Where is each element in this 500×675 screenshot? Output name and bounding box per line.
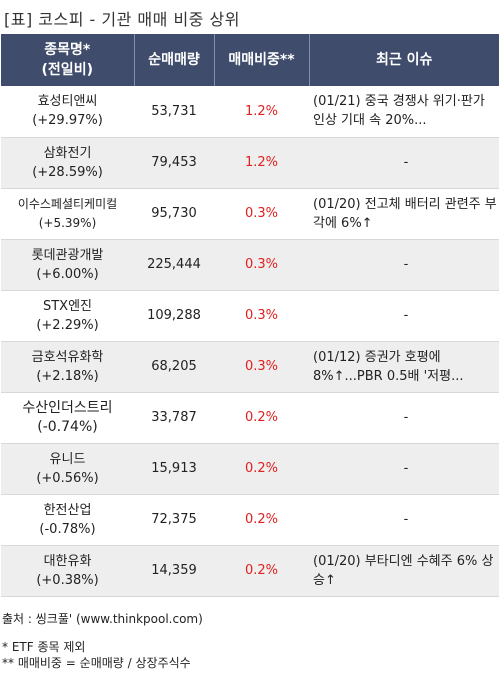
net-volume: 225,444 <box>134 239 214 291</box>
table-row: 수산인더스트리 (-0.74%) 33,787 0.2% - <box>1 392 499 444</box>
net-volume: 53,731 <box>134 86 214 138</box>
net-volume: 72,375 <box>134 494 214 546</box>
trade-ratio: 0.2% <box>214 545 309 597</box>
trade-ratio: 0.2% <box>214 443 309 495</box>
recent-issue: - <box>309 443 499 495</box>
header-name-line1: 종목명* <box>44 42 91 58</box>
stock-change: (-0.78%) <box>39 521 96 537</box>
stock-change: (+0.56%) <box>36 470 99 486</box>
stock-name-cell: 유니드 (+0.56%) <box>1 443 134 495</box>
trade-ratio: 0.3% <box>214 188 309 240</box>
net-volume: 15,913 <box>134 443 214 495</box>
table-row: 한전산업 (-0.78%) 72,375 0.2% - <box>1 494 499 546</box>
stock-change: (+28.59%) <box>32 164 103 180</box>
institution-trading-table: 종목명* (전일비) 순매매량 매매비중** 최근 이슈 효성티앤씨 (+29.9… <box>1 34 499 597</box>
stock-name: 효성티앤씨 <box>37 94 98 110</box>
trade-ratio: 1.2% <box>214 86 309 138</box>
net-volume: 79,453 <box>134 137 214 189</box>
stock-name: 삼화전기 <box>43 145 92 161</box>
recent-issue: (01/21) 중국 경쟁사 위기·판가 인상 기대 속 20%... <box>309 86 499 138</box>
stock-change: (+0.38%) <box>36 572 99 588</box>
net-volume: 14,359 <box>134 545 214 597</box>
table-row: 효성티앤씨 (+29.97%) 53,731 1.2% (01/21) 중국 경쟁사 위… <box>1 86 499 138</box>
recent-issue: - <box>309 392 499 444</box>
stock-change: (+2.29%) <box>36 317 99 333</box>
recent-issue: - <box>309 290 499 342</box>
header-ratio: 매매비중** <box>214 34 310 86</box>
source-note: 출처 : 씽크풀' (www.thinkpool.com) <box>2 612 203 626</box>
stock-name-cell: 한전산업 (-0.78%) <box>1 494 134 546</box>
stock-name: 수산인더스트리 <box>22 399 113 416</box>
net-volume: 109,288 <box>134 290 214 342</box>
trade-ratio: 1.2% <box>214 137 309 189</box>
stock-name: 대한유화 <box>43 553 92 569</box>
stock-name-cell: 금호석유화학 (+2.18%) <box>1 341 134 393</box>
table-row: 이수스페셜티케미컬 (+5.39%) 95,730 0.3% (01/20) 전고체 배… <box>1 188 499 240</box>
stock-name-cell: 삼화전기 (+28.59%) <box>1 137 134 189</box>
recent-issue: - <box>309 494 499 546</box>
table-header-row: 종목명* (전일비) 순매매량 매매비중** 최근 이슈 <box>1 34 499 86</box>
stock-name: 금호석유화학 <box>31 349 104 365</box>
table-row: 대한유화 (+0.38%) 14,359 0.2% (01/20) 부타디엔 수혜주 6… <box>1 545 499 597</box>
header-name-line2: (전일비) <box>41 62 93 78</box>
recent-issue: (01/20) 전고체 배터리 관련주 부각에 6%↑ <box>309 188 499 240</box>
stock-change: (+6.00%) <box>36 266 99 282</box>
net-volume: 33,787 <box>134 392 214 444</box>
recent-issue: - <box>309 137 499 189</box>
stock-name-cell: 효성티앤씨 (+29.97%) <box>1 86 134 138</box>
stock-name-cell: 이수스페셜티케미컬 (+5.39%) <box>1 188 134 240</box>
trade-ratio: 0.3% <box>214 239 309 291</box>
trade-ratio: 0.3% <box>214 290 309 342</box>
header-volume: 순매매량 <box>134 34 215 86</box>
stock-name: 이수스페셜티케미컬 <box>17 196 118 211</box>
stock-name: 롯데관광개발 <box>31 247 104 263</box>
stock-change: (-0.74%) <box>37 418 98 435</box>
table-row: STX엔진 (+2.29%) 109,288 0.3% - <box>1 290 499 342</box>
recent-issue: (01/12) 증권가 호평에 8%↑...PBR 0.5배 '저평... <box>309 341 499 393</box>
stock-name: STX엔진 <box>42 298 93 314</box>
stock-name: 유니드 <box>49 451 86 467</box>
table-row: 유니드 (+0.56%) 15,913 0.2% - <box>1 443 499 495</box>
footnote-etf: * ETF 종목 제외 <box>2 640 86 654</box>
stock-name-cell: 롯데관광개발 (+6.00%) <box>1 239 134 291</box>
footnote-ratio: ** 매매비중 = 순매매량 / 상장주식수 <box>2 656 191 670</box>
recent-issue: (01/20) 부타디엔 수혜주 6% 상승↑ <box>309 545 499 597</box>
stock-name: 한전산업 <box>43 502 92 518</box>
header-name: 종목명* (전일비) <box>1 34 135 86</box>
stock-name-cell: 대한유화 (+0.38%) <box>1 545 134 597</box>
table-row: 삼화전기 (+28.59%) 79,453 1.2% - <box>1 137 499 189</box>
stock-change: (+29.97%) <box>32 113 103 129</box>
header-issue: 최근 이슈 <box>309 34 499 86</box>
stock-name-cell: STX엔진 (+2.29%) <box>1 290 134 342</box>
stock-change: (+5.39%) <box>38 215 97 230</box>
page-title: [표] 코스피 - 기관 매매 비중 상위 <box>4 10 240 29</box>
net-volume: 95,730 <box>134 188 214 240</box>
table-row: 롯데관광개발 (+6.00%) 225,444 0.3% - <box>1 239 499 291</box>
stock-name-cell: 수산인더스트리 (-0.74%) <box>1 392 134 444</box>
net-volume: 68,205 <box>134 341 214 393</box>
stock-change: (+2.18%) <box>36 368 99 384</box>
trade-ratio: 0.3% <box>214 341 309 393</box>
recent-issue: - <box>309 239 499 291</box>
table-row: 금호석유화학 (+2.18%) 68,205 0.3% (01/12) 증권가 호평에 … <box>1 341 499 393</box>
trade-ratio: 0.2% <box>214 494 309 546</box>
trade-ratio: 0.2% <box>214 392 309 444</box>
